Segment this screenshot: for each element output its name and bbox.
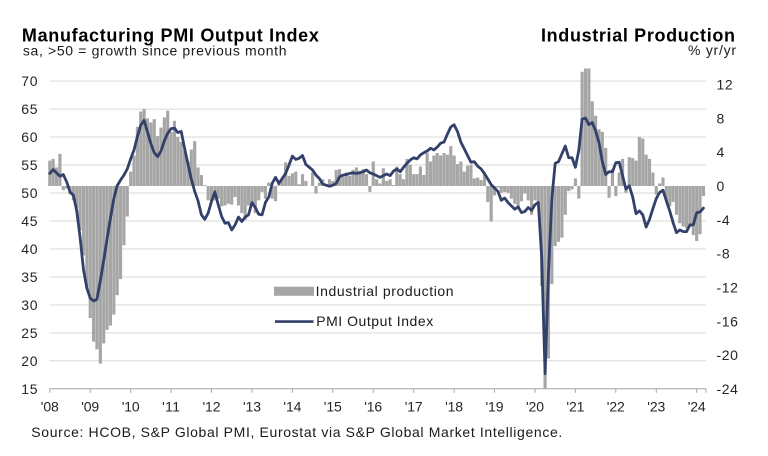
svg-text:35: 35 xyxy=(21,269,37,285)
svg-text:PMI Output Index: PMI Output Index xyxy=(316,313,433,329)
svg-text:'23: '23 xyxy=(647,399,665,415)
svg-text:'22: '22 xyxy=(607,399,625,415)
svg-text:25: 25 xyxy=(21,325,37,341)
svg-text:-20: -20 xyxy=(717,347,739,363)
svg-text:'09: '09 xyxy=(81,399,99,415)
svg-text:'17: '17 xyxy=(405,399,423,415)
svg-text:'08: '08 xyxy=(41,399,59,415)
svg-text:20: 20 xyxy=(21,353,37,369)
svg-text:'24: '24 xyxy=(688,399,706,415)
svg-text:70: 70 xyxy=(21,73,37,89)
svg-text:-4: -4 xyxy=(717,212,730,228)
svg-text:65: 65 xyxy=(21,101,37,117)
svg-text:Source: HCOB, S&P Global PMI,: Source: HCOB, S&P Global PMI, Eurostat v… xyxy=(31,424,562,440)
svg-text:'20: '20 xyxy=(526,399,544,415)
svg-text:'12: '12 xyxy=(203,399,221,415)
svg-text:% yr/yr: % yr/yr xyxy=(688,42,736,58)
svg-text:sa, >50 = growth since previou: sa, >50 = growth since previous month xyxy=(23,43,287,59)
svg-text:50: 50 xyxy=(21,185,37,201)
svg-text:'21: '21 xyxy=(566,399,584,415)
svg-text:-12: -12 xyxy=(717,280,739,296)
svg-text:12: 12 xyxy=(717,77,733,93)
svg-text:'10: '10 xyxy=(122,399,140,415)
svg-text:'13: '13 xyxy=(243,399,261,415)
svg-text:-16: -16 xyxy=(717,313,739,329)
svg-text:30: 30 xyxy=(21,297,37,313)
svg-text:'16: '16 xyxy=(364,399,382,415)
svg-text:0: 0 xyxy=(717,178,725,194)
svg-text:'15: '15 xyxy=(324,399,342,415)
svg-text:Industrial Production: Industrial Production xyxy=(541,26,735,46)
svg-text:'11: '11 xyxy=(162,399,180,415)
svg-text:45: 45 xyxy=(21,213,37,229)
svg-text:15: 15 xyxy=(21,381,37,397)
svg-text:8: 8 xyxy=(717,110,725,126)
svg-text:-8: -8 xyxy=(717,246,730,262)
svg-text:40: 40 xyxy=(21,241,37,257)
svg-text:'19: '19 xyxy=(486,399,504,415)
svg-text:-24: -24 xyxy=(717,381,739,397)
svg-text:60: 60 xyxy=(21,129,37,145)
svg-text:'14: '14 xyxy=(283,399,301,415)
svg-text:4: 4 xyxy=(717,144,725,160)
svg-text:Manufacturing PMI Output Index: Manufacturing PMI Output Index xyxy=(22,26,319,46)
svg-text:'18: '18 xyxy=(445,399,463,415)
svg-text:55: 55 xyxy=(21,157,37,173)
svg-text:Industrial production: Industrial production xyxy=(316,283,454,299)
